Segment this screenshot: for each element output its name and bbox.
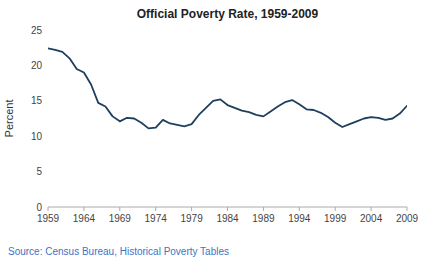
x-tick [191, 207, 192, 211]
y-tick-label: 15 [31, 95, 43, 106]
x-tick-label: 1989 [252, 213, 275, 224]
plot-area [48, 48, 407, 128]
x-tick [155, 207, 156, 211]
x-tick [299, 207, 300, 211]
x-tick-label: 1994 [288, 213, 311, 224]
x-tick [227, 207, 228, 211]
x-tick-label: 1984 [216, 213, 239, 224]
x-tick-label: 1969 [109, 213, 132, 224]
x-tick [407, 207, 408, 211]
y-tick-label: 0 [36, 202, 42, 213]
x-tick [119, 207, 120, 211]
x-tick [83, 207, 84, 211]
x-tick-label: 1964 [73, 213, 96, 224]
x-tick-label: 1999 [324, 213, 347, 224]
x-tick-label: 2009 [396, 213, 419, 224]
title: Official Poverty Rate, 1959-2009 [137, 7, 319, 21]
source-note: Source: Census Bureau, Historical Povert… [8, 246, 229, 257]
y-tick-label: 25 [31, 25, 43, 36]
y-axis-label: Percent [3, 100, 15, 138]
data-line [48, 48, 407, 128]
x-tick-label: 2004 [360, 213, 383, 224]
y-tick-label: 5 [36, 166, 42, 177]
x-tick-label: 1979 [180, 213, 203, 224]
y-tick-label: 10 [31, 131, 43, 142]
chart: Official Poverty Rate, 1959-2009 0 5 10 15 20… [0, 0, 423, 263]
y-tick-label: 20 [31, 60, 43, 71]
x-tick-label: 1974 [145, 213, 168, 224]
x-tick [335, 207, 336, 211]
x-tick [48, 207, 49, 211]
x-tick-label: 1959 [37, 213, 60, 224]
x-tick [263, 207, 264, 211]
x-tick [371, 207, 372, 211]
